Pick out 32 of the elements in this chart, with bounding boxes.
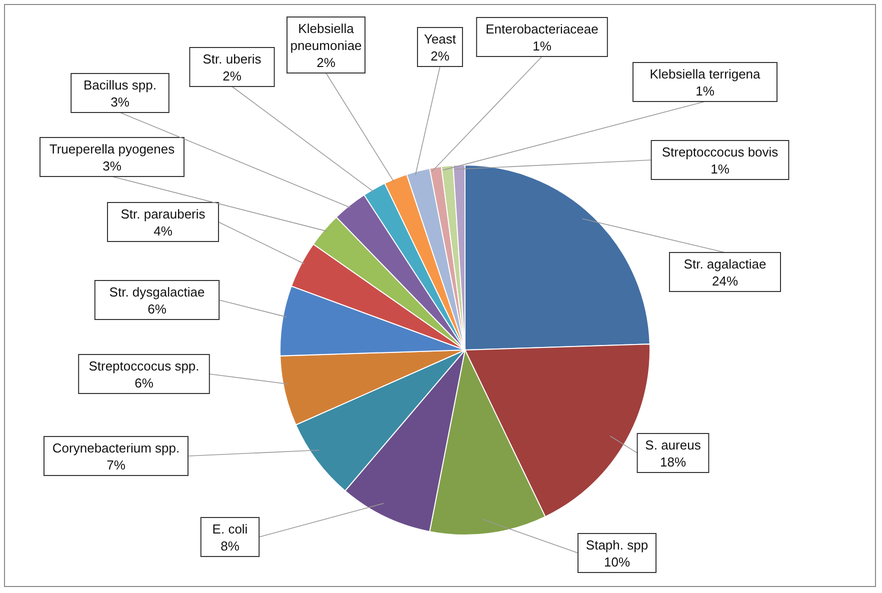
data-label: 18% <box>660 454 686 470</box>
data-label: 1% <box>532 38 552 54</box>
slice-label: Klebsiella terrigena <box>650 66 762 82</box>
data-label: 24% <box>712 274 738 288</box>
slice-label: Str. dysgalactiae <box>109 284 205 300</box>
data-label: 3% <box>110 94 130 110</box>
data-label: 2% <box>222 68 242 84</box>
data-label: 7% <box>106 458 126 472</box>
data-label: 2% <box>316 55 336 70</box>
slice-label: S. aureus <box>645 438 702 452</box>
slice-label: Streptoccocus spp. <box>88 358 200 374</box>
data-label: 2% <box>430 48 450 64</box>
slice-label: Streptoccocus bovis <box>662 144 779 160</box>
slice-label: Str. uberis <box>202 52 262 66</box>
data-label: 6% <box>148 302 167 316</box>
slice-label: E. coli <box>212 522 248 536</box>
slice-label: Trueperella pyogenes <box>49 142 176 156</box>
slice-label: Bacillus spp. <box>84 78 156 92</box>
data-label: 6% <box>134 376 154 390</box>
data-label: 10% <box>604 554 630 570</box>
data-label: 1% <box>710 162 730 176</box>
slice-label: Str. parauberis <box>120 206 206 222</box>
data-label: 3% <box>102 158 122 174</box>
slice-label: Enterobacteriaceae <box>486 22 598 36</box>
slice-label: Yeast <box>424 32 456 46</box>
slice-label: Staph. spp <box>586 538 648 552</box>
data-label: 4% <box>154 224 173 238</box>
data-label: 1% <box>696 84 715 98</box>
data-label: 8% <box>220 538 240 554</box>
slice-label: Str. agalactiae <box>684 256 766 272</box>
slice-label: Corynebacterium spp. <box>52 440 180 456</box>
slice-label: Klebsiella pneumoniae <box>290 21 362 53</box>
